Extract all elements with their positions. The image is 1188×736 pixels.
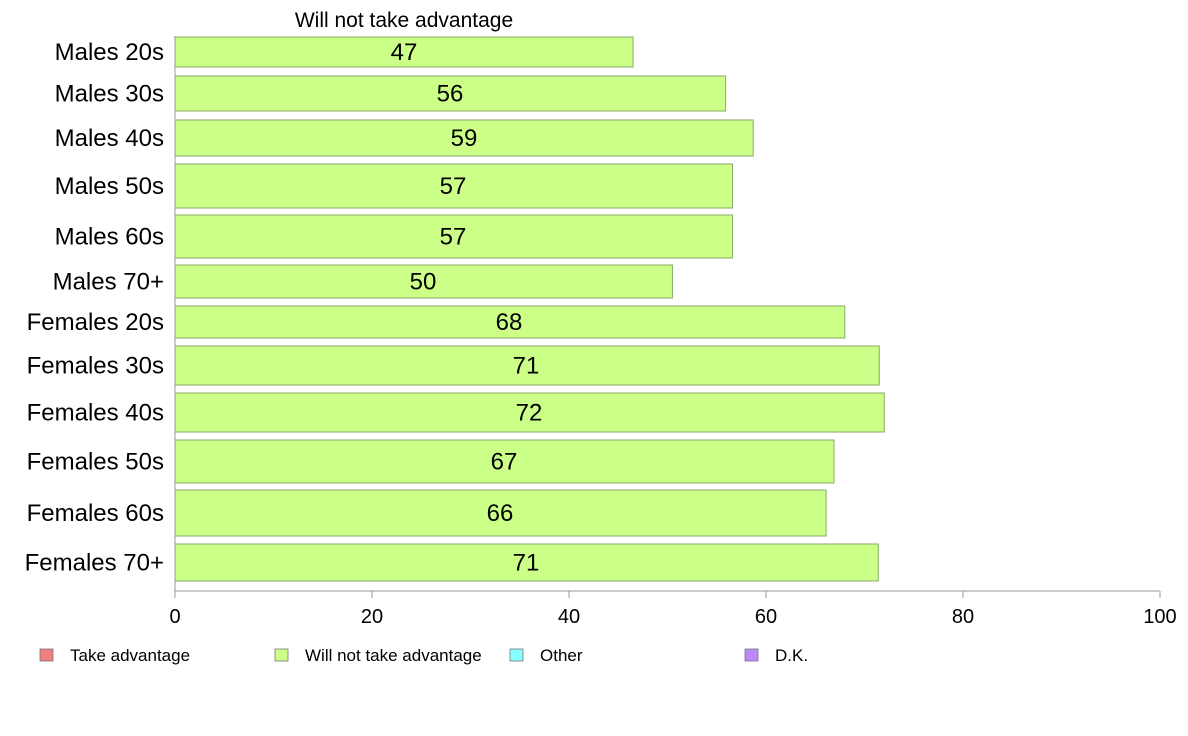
legend-swatch-0 [39,648,54,662]
value-label-1: 56 [437,81,464,108]
category-label-6: Females 20s [27,309,164,336]
bar-4 [174,214,734,259]
category-label-7: Females 30s [27,353,164,380]
legend-label-2: Other [540,646,583,665]
bar-1 [174,75,727,112]
legend: Take advantage Will not take advantage Oth… [39,646,808,665]
bar-2 [174,119,754,157]
category-labels: Males 20s Males 30s Males 40s Males 50s Male… [25,39,164,577]
bar-6 [174,305,846,339]
x-tick-label-3: 60 [755,606,777,628]
legend-swatch-3 [744,648,759,662]
value-label-5: 50 [410,269,437,296]
category-label-5: Males 70+ [53,269,164,296]
legend-label-0: Take advantage [70,646,190,665]
category-label-8: Females 40s [27,400,164,427]
legend-label-3: D.K. [775,646,808,665]
bar-0 [174,36,634,68]
bar-3 [174,163,734,209]
value-label-8: 72 [516,400,543,427]
category-label-11: Females 70+ [25,550,164,577]
x-tick-label-2: 40 [558,606,580,628]
value-label-6: 68 [496,309,523,336]
legend-swatch-2 [509,648,524,662]
x-tick-label-4: 80 [952,606,974,628]
x-tick-label-5: 100 [1143,606,1176,628]
value-label-4: 57 [440,224,467,251]
category-label-0: Males 20s [55,39,164,66]
bar-11 [174,543,879,582]
bars-group [174,36,885,582]
category-label-4: Males 60s [55,224,164,251]
value-label-0: 47 [391,39,418,66]
category-label-9: Females 50s [27,449,164,476]
category-label-2: Males 40s [55,125,164,152]
value-label-9: 67 [491,449,518,476]
x-axis: 0 20 40 60 80 100 [169,36,1177,628]
value-label-10: 66 [487,500,514,527]
category-label-10: Females 60s [27,500,164,527]
value-label-3: 57 [440,173,467,200]
value-label-2: 59 [451,125,478,152]
value-label-11: 71 [513,550,540,577]
x-tick-label-1: 20 [361,606,383,628]
legend-swatch-1 [274,648,289,662]
value-label-7: 71 [513,353,540,380]
category-label-1: Males 30s [55,81,164,108]
x-tick-label-0: 0 [169,606,180,628]
chart-title: Will not take advantage [295,9,513,32]
legend-label-1: Will not take advantage [305,646,482,665]
bar-9 [174,439,835,484]
category-label-3: Males 50s [55,173,164,200]
bar-10 [174,489,827,537]
